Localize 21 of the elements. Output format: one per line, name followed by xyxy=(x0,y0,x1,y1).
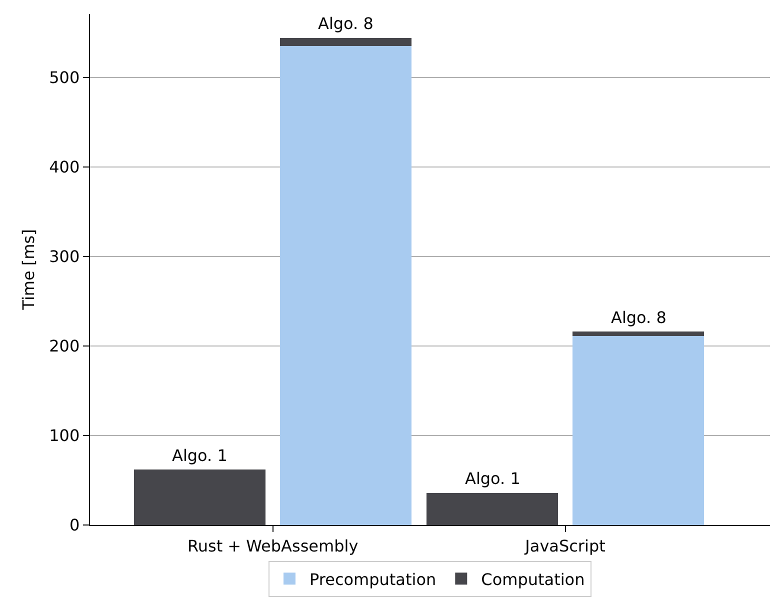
annotation: Algo. 8 xyxy=(318,14,374,33)
bar xyxy=(426,492,558,525)
y-tick-label: 400 xyxy=(49,158,80,177)
x-tick-label: JavaScript xyxy=(524,536,606,556)
y-tick-label: 300 xyxy=(49,247,80,266)
annotation: Algo. 1 xyxy=(465,469,520,488)
bar xyxy=(572,336,704,525)
legend-label: Computation xyxy=(481,570,585,589)
y-tick-label: 100 xyxy=(49,426,80,446)
bar xyxy=(572,332,704,336)
y-tick-label: 200 xyxy=(49,336,80,356)
x-tick-label: Rust + WebAssembly xyxy=(187,536,358,556)
bar xyxy=(134,470,266,525)
y-tick-label: 500 xyxy=(49,68,80,88)
y-axis-title: Time [ms] xyxy=(19,229,38,311)
bar xyxy=(280,46,412,525)
annotation: Algo. 8 xyxy=(611,308,666,327)
annotation: Algo. 1 xyxy=(172,446,228,465)
bar xyxy=(280,38,412,46)
legend-label: Precomputation xyxy=(310,570,436,589)
y-tick-label: 0 xyxy=(69,516,80,535)
